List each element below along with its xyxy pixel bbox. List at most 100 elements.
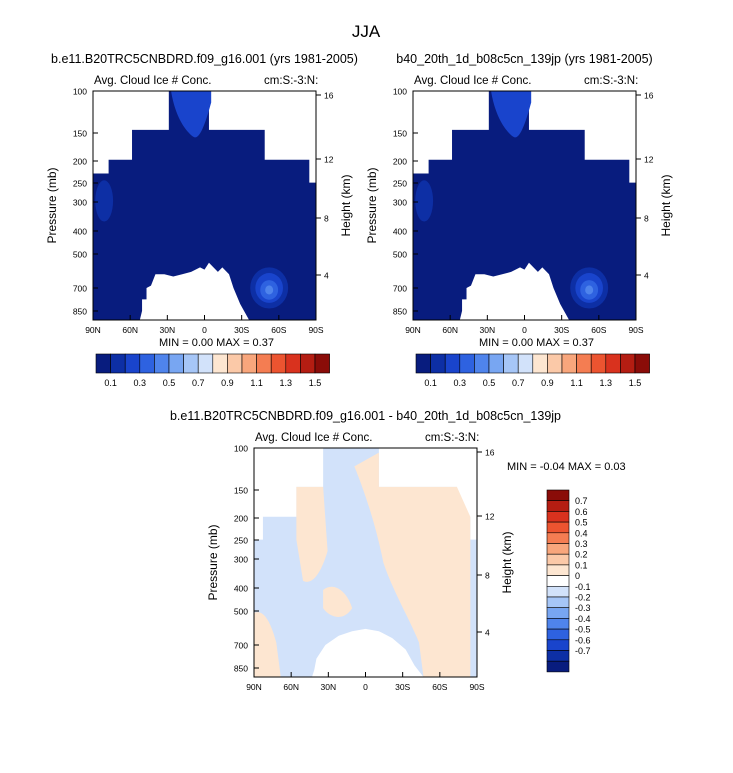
colorbar-label: 0.1 xyxy=(424,378,437,388)
contour-upper-max xyxy=(171,91,212,138)
y-tick-label: 200 xyxy=(393,157,407,167)
y-tick-label: 250 xyxy=(393,179,407,189)
y-tick-label: 200 xyxy=(234,514,248,524)
colorbar-swatch xyxy=(139,353,155,374)
y-right-tick-label: 8 xyxy=(644,214,649,224)
y-tick-label: 700 xyxy=(73,284,87,294)
y-tick-label: 850 xyxy=(73,307,87,317)
colorbar-swatch xyxy=(444,353,461,374)
colorbar-swatch xyxy=(546,543,570,555)
colorbar-label: 0.7 xyxy=(512,378,525,388)
y-right-tick-label: 16 xyxy=(324,91,334,101)
colorbar-label: 0.1 xyxy=(104,378,117,388)
colorbar-swatch xyxy=(270,353,287,374)
y-tick-label: 150 xyxy=(73,129,87,139)
colorbar-swatch xyxy=(300,353,316,374)
y-tick-label: 100 xyxy=(393,87,407,97)
colorbar-label: 0.2 xyxy=(575,550,588,560)
colorbar-swatch xyxy=(546,639,570,651)
colorbar-label: 0.5 xyxy=(575,518,588,528)
y-tick-label: 100 xyxy=(73,87,87,97)
colorbar-label: 1.1 xyxy=(250,378,263,388)
panel-title: b.e11.B20TRC5CNBDRD.f09_g16.001 (yrs 198… xyxy=(51,52,358,66)
y-right-tick-label: 4 xyxy=(485,628,490,638)
diff-region-positive-3 xyxy=(323,586,353,617)
colorbar-label: 0.7 xyxy=(575,496,588,506)
x-tick-label: 60N xyxy=(283,682,299,692)
colorbar-label: 0.7 xyxy=(192,378,205,388)
colorbar-swatch xyxy=(546,618,570,630)
colorbar-swatch xyxy=(546,553,570,566)
colorbar-swatch xyxy=(546,650,570,662)
x-tick-label: 30N xyxy=(480,325,496,335)
colorbar-swatch xyxy=(197,353,214,374)
stats-text: MIN = 0.00 MAX = 0.37 xyxy=(479,337,594,349)
data-region xyxy=(93,91,316,320)
panel-subtitle-right: cm:S:-3:N: xyxy=(264,75,318,87)
colorbar-label: 1.5 xyxy=(629,378,642,388)
page-title: JJA xyxy=(352,22,381,41)
plot-frame xyxy=(253,447,478,678)
colorbar-label: -0.3 xyxy=(575,603,591,613)
colorbar-label: 0.5 xyxy=(163,378,176,388)
x-tick-label: 90S xyxy=(469,682,484,692)
contour-low-max-4 xyxy=(265,285,274,295)
y-right-tick-label: 12 xyxy=(324,155,334,165)
x-tick-label: 0 xyxy=(522,325,527,335)
y-tick-label: 400 xyxy=(73,227,87,237)
colorbar-swatch xyxy=(503,353,519,374)
x-tick-label: 90S xyxy=(628,325,643,335)
colorbar-swatch xyxy=(314,353,330,374)
y-right-tick-label: 4 xyxy=(644,271,649,281)
colorbar-swatch xyxy=(546,607,570,619)
colorbar-swatch xyxy=(546,489,570,501)
x-tick-label: 30N xyxy=(321,682,337,692)
colorbar-swatch xyxy=(168,353,184,374)
colorbar-swatch xyxy=(620,353,636,374)
colorbar-label: 1.3 xyxy=(280,378,293,388)
colorbar-swatch xyxy=(590,353,607,374)
panel-subtitle-right: cm:S:-3:N: xyxy=(584,75,638,87)
colorbar-swatch xyxy=(212,353,228,374)
colorbar-swatch xyxy=(546,521,570,534)
data-region xyxy=(413,91,636,320)
y-tick-label: 400 xyxy=(234,584,248,594)
colorbar-swatch xyxy=(546,660,570,673)
colorbar-label: 0.9 xyxy=(221,378,234,388)
y-tick-label: 700 xyxy=(393,284,407,294)
plot-frame xyxy=(92,90,317,321)
colorbar-label: -0.1 xyxy=(575,582,591,592)
panel-subtitle-left: Avg. Cloud Ice # Conc. xyxy=(414,75,531,87)
colorbar-swatch xyxy=(546,596,570,608)
x-tick-label: 60N xyxy=(442,325,458,335)
colorbar-swatch xyxy=(256,353,272,374)
x-tick-label: 0 xyxy=(363,682,368,692)
x-tick-label: 60S xyxy=(271,325,286,335)
y-tick-label: 250 xyxy=(234,536,248,546)
contour-upper-max xyxy=(491,91,532,138)
y-tick-label: 250 xyxy=(73,179,87,189)
colorbar-swatch xyxy=(576,353,592,374)
colorbar-swatch xyxy=(547,353,563,374)
y-tick-label: 850 xyxy=(393,307,407,317)
x-tick-label: 30S xyxy=(554,325,569,335)
panel-title: b.e11.B20TRC5CNBDRD.f09_g16.001 - b40_20… xyxy=(170,409,561,423)
y-tick-label: 150 xyxy=(393,129,407,139)
colorbar-label: 1.5 xyxy=(309,378,322,388)
panel-control: b.e11.B20TRC5CNBDRD.f09_g16.001 (yrs 198… xyxy=(45,52,358,349)
stats-text: MIN = -0.04 MAX = 0.03 xyxy=(507,461,626,473)
colorbar-difference: 0.70.60.50.40.30.20.10-0.1-0.2-0.3-0.4-0… xyxy=(546,489,591,673)
x-tick-label: 90N xyxy=(246,682,262,692)
colorbar-label: 0.3 xyxy=(134,378,147,388)
colorbar-swatch xyxy=(285,353,301,374)
colorbar-swatch xyxy=(546,575,570,587)
colorbar-label: 0.6 xyxy=(575,507,588,517)
y-right-tick-label: 16 xyxy=(644,91,654,101)
colorbar-label: 0.5 xyxy=(483,378,496,388)
colorbar-swatch xyxy=(110,353,126,374)
colorbar-swatch xyxy=(532,353,548,374)
panel-experiment: b40_20th_1d_b08c5cn_139jp (yrs 1981-2005… xyxy=(365,52,673,349)
y-right-tick-label: 4 xyxy=(324,271,329,281)
panel-subtitle-right: cm:S:-3:N: xyxy=(425,432,479,444)
